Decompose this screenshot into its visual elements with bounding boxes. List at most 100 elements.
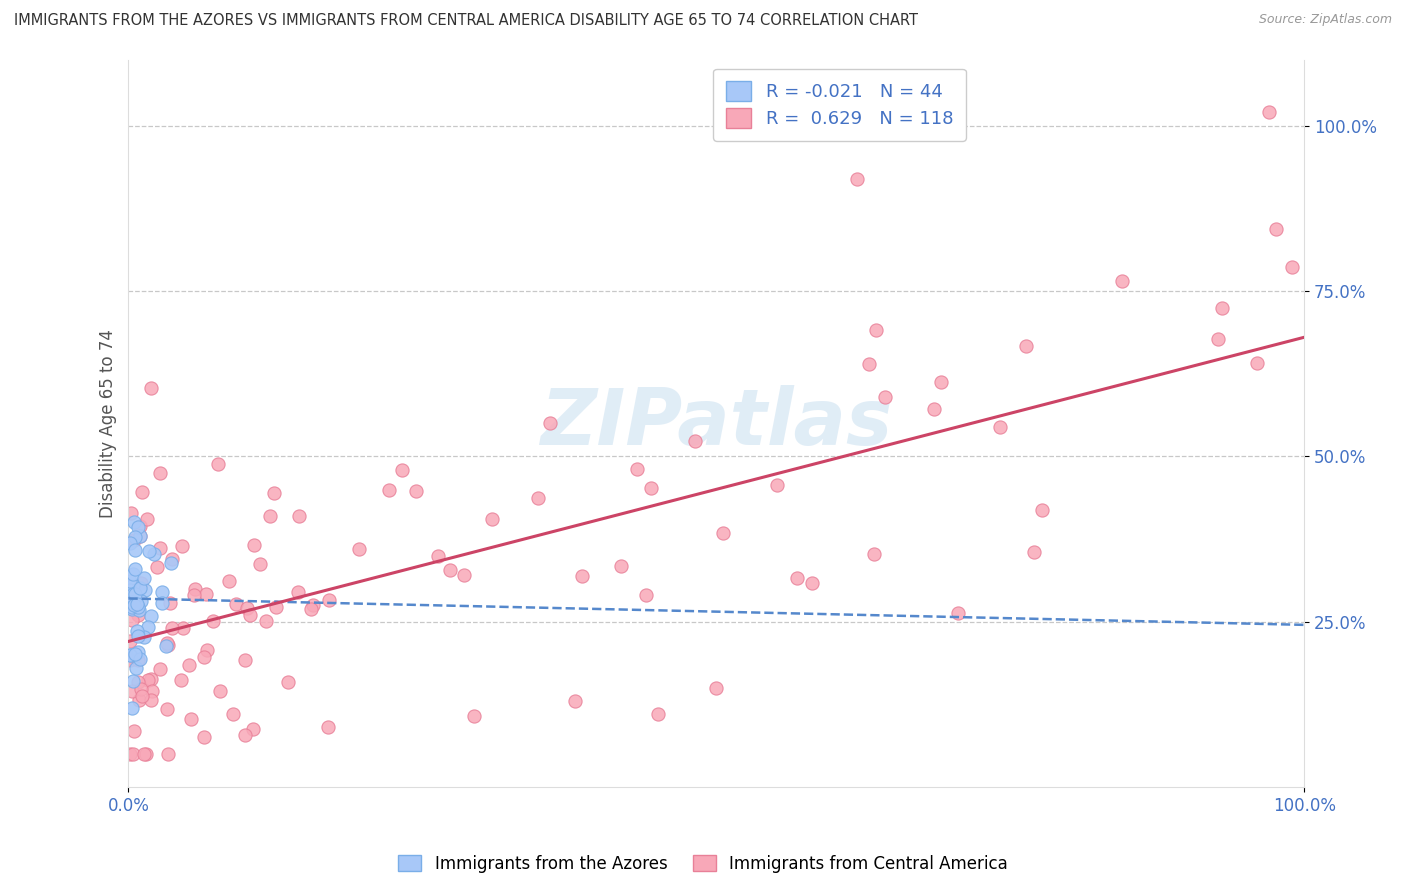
- Point: [124, 530, 146, 544]
- Point: [180, 712, 202, 726]
- Point: [124, 516, 146, 530]
- Point: [316, 720, 339, 734]
- Point: [235, 601, 257, 615]
- Point: [146, 560, 169, 574]
- Point: [538, 416, 561, 430]
- Point: [288, 509, 311, 524]
- Point: [128, 529, 150, 543]
- Point: [1258, 105, 1281, 120]
- Point: [225, 598, 247, 612]
- Point: [122, 598, 145, 612]
- Point: [118, 574, 141, 589]
- Point: [120, 648, 142, 662]
- Point: [121, 600, 143, 615]
- Point: [277, 674, 299, 689]
- Point: [221, 706, 243, 721]
- Point: [120, 653, 142, 667]
- Point: [1211, 301, 1233, 315]
- Point: [1281, 260, 1303, 274]
- Point: [259, 508, 281, 523]
- Point: [129, 581, 152, 595]
- Point: [347, 542, 370, 557]
- Point: [122, 747, 145, 761]
- Point: [1031, 503, 1053, 517]
- Point: [636, 588, 658, 602]
- Text: ZIPatlas: ZIPatlas: [540, 385, 893, 461]
- Point: [929, 375, 952, 389]
- Point: [865, 323, 887, 337]
- Point: [134, 583, 156, 598]
- Point: [873, 390, 896, 404]
- Point: [193, 730, 215, 744]
- Point: [121, 613, 143, 627]
- Point: [207, 457, 229, 471]
- Point: [1265, 222, 1288, 236]
- Point: [131, 484, 153, 499]
- Point: [263, 485, 285, 500]
- Point: [564, 694, 586, 708]
- Point: [427, 549, 450, 564]
- Point: [127, 675, 149, 690]
- Point: [122, 674, 145, 689]
- Point: [122, 578, 145, 592]
- Point: [128, 519, 150, 533]
- Point: [120, 536, 142, 550]
- Point: [209, 684, 232, 698]
- Point: [118, 652, 141, 666]
- Point: [1024, 545, 1046, 559]
- Point: [766, 478, 789, 492]
- Point: [129, 528, 152, 542]
- Point: [131, 689, 153, 703]
- Point: [124, 587, 146, 601]
- Point: [138, 544, 160, 558]
- Point: [132, 630, 155, 644]
- Point: [156, 702, 179, 716]
- Point: [193, 650, 215, 665]
- Point: [129, 682, 152, 697]
- Legend: Immigrants from the Azores, Immigrants from Central America: Immigrants from the Azores, Immigrants f…: [391, 848, 1015, 880]
- Point: [121, 684, 143, 698]
- Point: [846, 171, 869, 186]
- Point: [299, 601, 322, 615]
- Point: [124, 648, 146, 662]
- Point: [136, 512, 159, 526]
- Point: [571, 569, 593, 583]
- Text: Source: ZipAtlas.com: Source: ZipAtlas.com: [1258, 13, 1392, 27]
- Point: [172, 621, 194, 635]
- Point: [136, 620, 159, 634]
- Point: [453, 567, 475, 582]
- Point: [120, 507, 142, 521]
- Point: [233, 728, 256, 742]
- Point: [160, 552, 183, 566]
- Point: [156, 747, 179, 761]
- Point: [122, 533, 145, 547]
- Point: [118, 582, 141, 597]
- Point: [122, 587, 145, 601]
- Point: [121, 700, 143, 714]
- Point: [711, 525, 734, 540]
- Point: [121, 602, 143, 616]
- Point: [132, 747, 155, 761]
- Point: [136, 673, 159, 688]
- Point: [128, 693, 150, 707]
- Point: [1111, 274, 1133, 288]
- Point: [149, 467, 172, 481]
- Point: [156, 638, 179, 652]
- Point: [177, 658, 200, 673]
- Point: [122, 723, 145, 738]
- Point: [184, 582, 207, 596]
- Point: [264, 600, 287, 615]
- Point: [124, 543, 146, 558]
- Point: [527, 491, 550, 506]
- Point: [127, 629, 149, 643]
- Point: [239, 608, 262, 623]
- Point: [141, 693, 163, 707]
- Point: [139, 672, 162, 686]
- Point: [922, 402, 945, 417]
- Point: [125, 597, 148, 611]
- Point: [318, 593, 340, 607]
- Point: [143, 547, 166, 561]
- Point: [287, 584, 309, 599]
- Point: [1246, 355, 1268, 369]
- Point: [439, 563, 461, 577]
